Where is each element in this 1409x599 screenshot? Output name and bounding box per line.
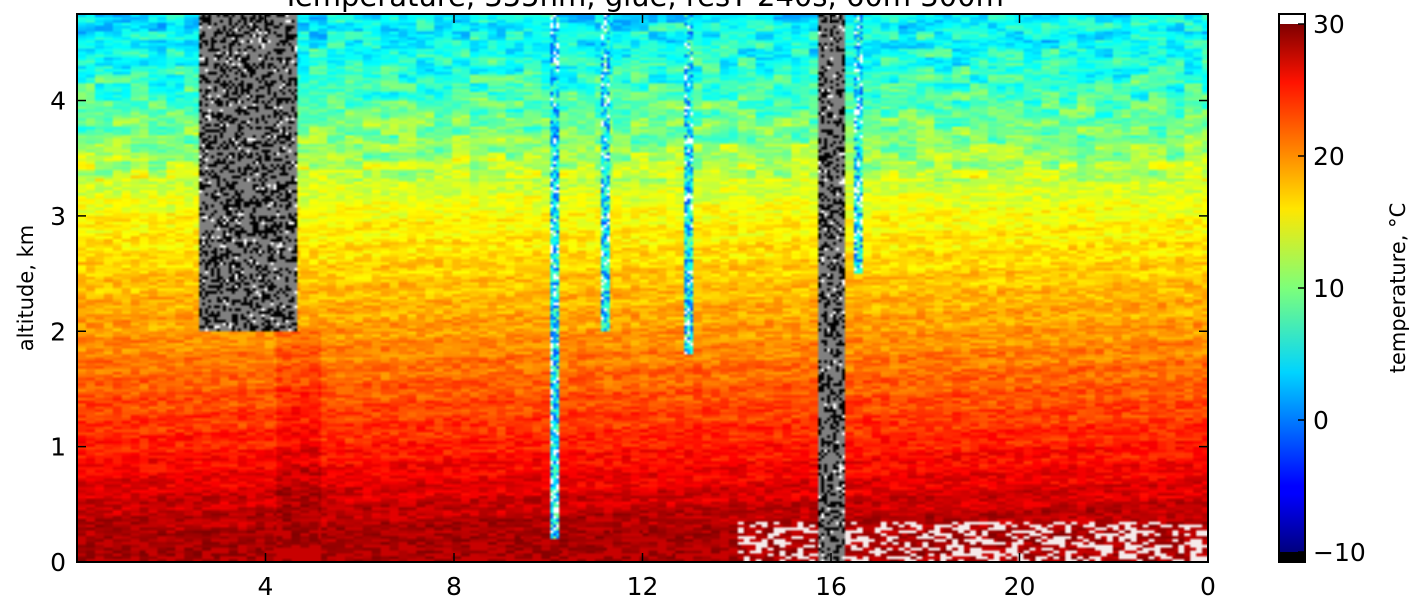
chart-title: Temperature, 355nm, glue, resT 240s, 60m… (281, 0, 1004, 13)
y-tick-label: 4 (50, 87, 66, 116)
colorbar-tick-label: 30 (1313, 10, 1345, 39)
colorbar-tick-label: 0 (1313, 406, 1329, 435)
x-tick-label: 0 (1200, 572, 1216, 599)
colorbar-under-bin (1279, 552, 1305, 562)
colorbar-tick-label: −10 (1313, 538, 1366, 567)
colorbar-ticks: −10 0 10 20 30 (1298, 10, 1366, 567)
y-tick-label: 2 (50, 317, 66, 346)
y-axis: 0 1 2 3 4 (50, 87, 1208, 577)
y-tick-label: 1 (50, 433, 66, 462)
x-tick-label: 20 (1004, 572, 1036, 599)
x-tick-label: 16 (815, 572, 847, 599)
x-tick-label: 8 (446, 572, 462, 599)
heatmap-area (77, 14, 1208, 562)
colorbar-label: temperature, °C (1386, 203, 1409, 374)
x-tick-label: 12 (627, 572, 659, 599)
colorbar-tick-label: 10 (1313, 274, 1345, 303)
x-tick-label: 4 (258, 572, 274, 599)
heatmap-image (77, 14, 1208, 562)
colorbar-tick-label: 20 (1313, 142, 1345, 171)
y-tick-label: 0 (50, 548, 66, 577)
colorbar-over-bin (1279, 14, 1305, 24)
y-axis-label: altitude, km (14, 225, 38, 352)
x-axis: 4 8 12 16 20 0 (258, 14, 1216, 599)
y-tick-label: 3 (50, 202, 66, 231)
colorbar: −10 0 10 20 30 (1278, 10, 1366, 567)
